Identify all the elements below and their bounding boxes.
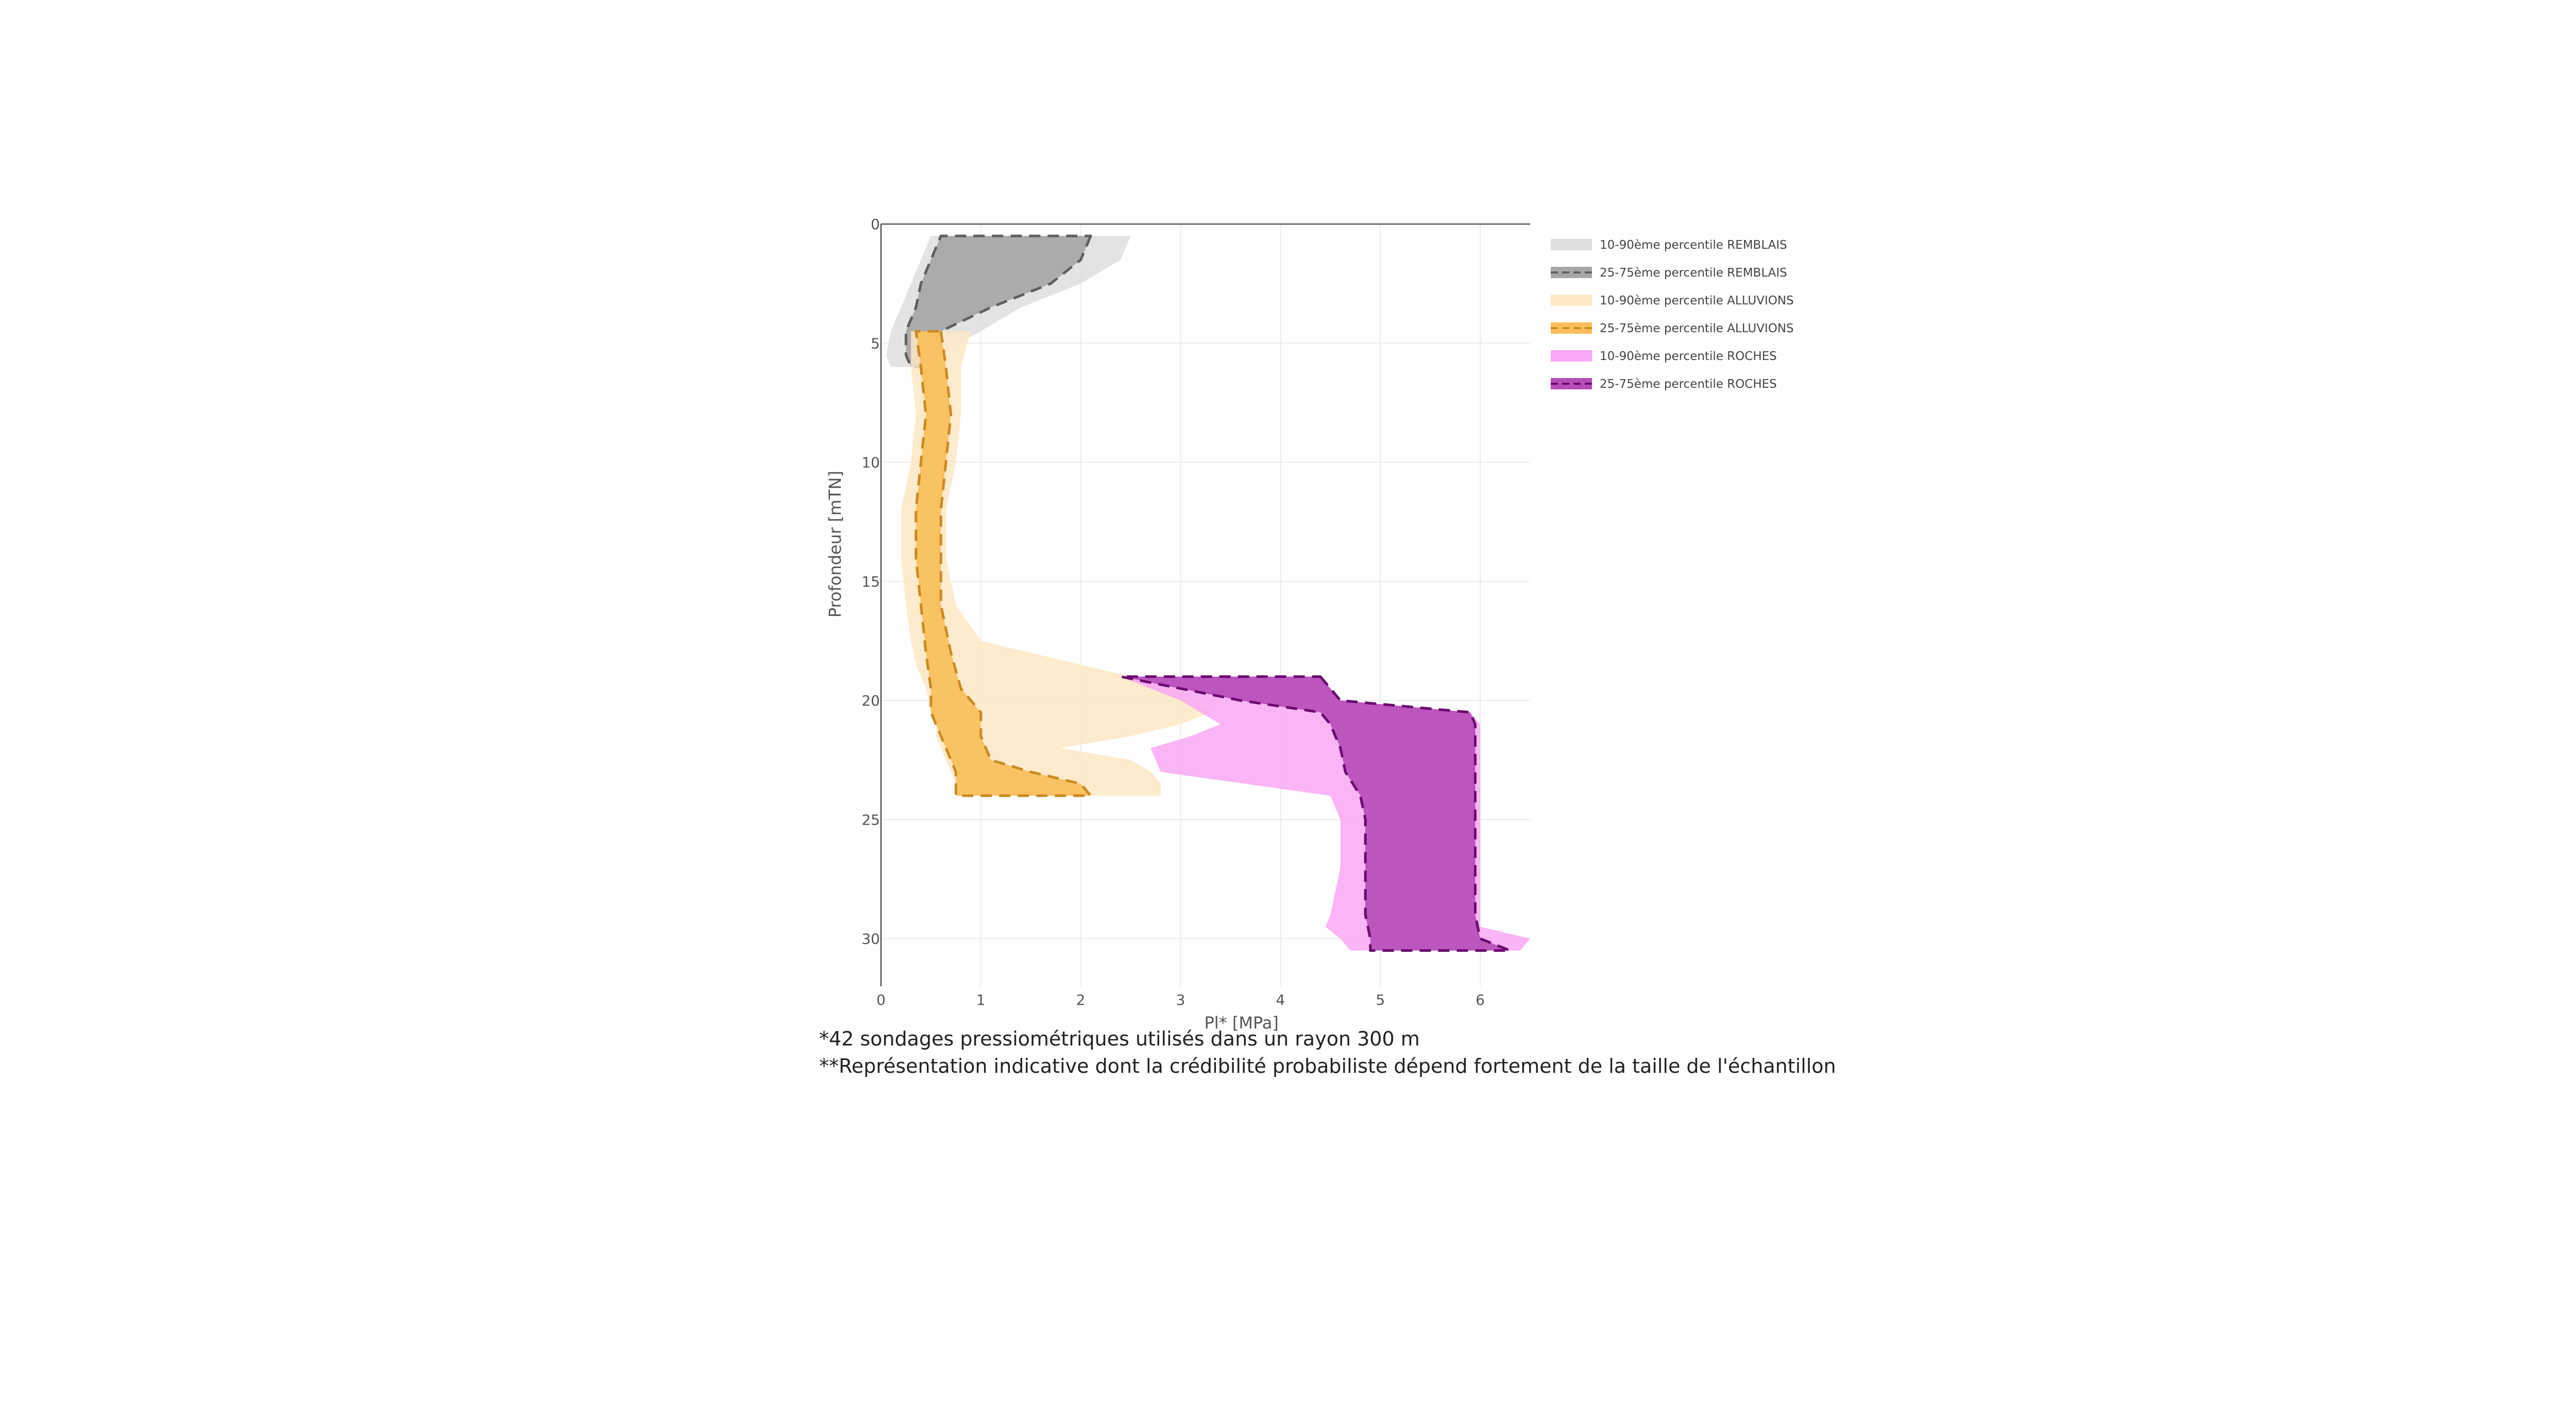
footnote-disclaimer: **Représentation indicative dont la créd… — [819, 1055, 1836, 1077]
y-tick-label: 25 — [861, 811, 880, 828]
y-tick-label: 20 — [861, 692, 880, 709]
x-tick-label: 2 — [1076, 991, 1086, 1008]
legend-swatch — [1551, 295, 1592, 306]
x-tick-labels: 0 1 2 3 4 5 6 — [876, 991, 1485, 1008]
legend-label: 25-75ème percentile ALLUVIONS — [1600, 322, 1794, 335]
legend-swatch — [1551, 378, 1592, 389]
y-tick-label: 0 — [871, 216, 880, 233]
x-tick-label: 0 — [876, 991, 886, 1008]
y-tick-label: 5 — [871, 335, 880, 352]
x-tick-label: 6 — [1476, 991, 1485, 1008]
percentile-bands — [886, 234, 1530, 952]
legend-swatch — [1551, 322, 1592, 334]
legend-label: 10-90ème percentile ROCHES — [1600, 350, 1777, 363]
x-tick-label: 5 — [1376, 991, 1385, 1008]
band-6 — [1119, 675, 1512, 952]
x-tick-label: 1 — [976, 991, 986, 1008]
band-4 — [914, 330, 1092, 797]
y-tick-label: 30 — [861, 931, 880, 948]
legend-label: 10-90ème percentile ALLUVIONS — [1600, 294, 1794, 307]
y-axis-title: Profondeur [mTN] — [825, 471, 845, 618]
legend-swatch — [1551, 267, 1592, 278]
legend-swatch — [1551, 239, 1592, 250]
y-tick-labels: 0 5 10 15 20 25 30 — [861, 216, 880, 948]
x-axis-title: Pl* [MPa] — [1204, 1013, 1278, 1033]
legend-swatch — [1551, 350, 1592, 362]
legend-label: 25-75ème percentile ROCHES — [1600, 378, 1777, 391]
depth-profile-chart: 0 1 2 3 4 5 6 0 5 10 15 20 25 30 Pl* [MPa] Profondeu… — [825, 216, 1794, 1033]
band-2 — [905, 234, 1092, 368]
axes — [880, 224, 1530, 986]
x-tick-label: 3 — [1176, 991, 1185, 1008]
legend-label: 25-75ème percentile REMBLAIS — [1600, 266, 1787, 280]
legend-label: 10-90ème percentile REMBLAIS — [1600, 238, 1787, 252]
x-tick-label: 4 — [1276, 991, 1285, 1008]
y-tick-label: 10 — [861, 454, 880, 471]
figure: 0 1 2 3 4 5 6 0 5 10 15 20 25 30 Pl* [MPa] Profondeu… — [809, 206, 1836, 1092]
footnote-sample-count: *42 sondages pressiométriques utilisés d… — [819, 1027, 1420, 1050]
legend: 10-90ème percentile REMBLAIS 25-75ème per… — [1551, 238, 1794, 391]
y-tick-label: 15 — [861, 573, 880, 590]
